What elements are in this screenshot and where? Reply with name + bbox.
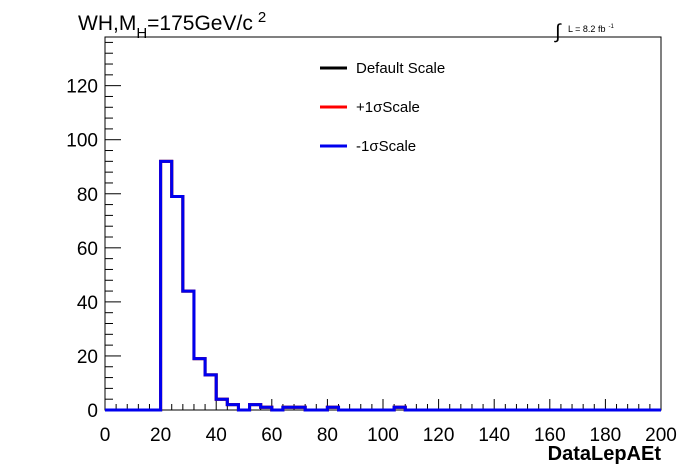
luminosity-superscript: -1 <box>608 24 614 30</box>
y-tick-label: 60 <box>77 239 98 260</box>
y-axis-tick-labels: 0 20 40 60 80 100 120 <box>66 77 98 422</box>
x-axis-tick-labels: 0 20 40 60 80 100 120 140 160 180 200 <box>100 425 677 446</box>
series-group <box>105 159 661 412</box>
luminosity-text: L = 8.2 fb <box>568 24 605 34</box>
x-tick-label: 80 <box>317 425 338 446</box>
integral-symbol: ∫ <box>554 21 562 43</box>
y-tick-label: 100 <box>66 131 98 152</box>
x-tick-label: 160 <box>534 425 566 446</box>
x-tick-label: 100 <box>367 425 399 446</box>
x-tick-label: 0 <box>100 425 111 446</box>
y-axis-ticks <box>105 41 121 411</box>
y-tick-label: 40 <box>77 293 98 314</box>
luminosity-annotation: L = 8.2 fb -1 <box>568 24 614 34</box>
x-axis-label: DataLepAEt <box>548 443 662 465</box>
x-tick-label: 20 <box>150 425 171 446</box>
x-tick-label: 200 <box>645 425 677 446</box>
y-tick-label: 120 <box>66 77 98 98</box>
legend-label-2: +1σScale <box>356 99 420 116</box>
x-tick-label: 180 <box>590 425 622 446</box>
y-tick-label: 80 <box>77 185 98 206</box>
y-tick-label: 20 <box>77 347 98 368</box>
title-superscript: 2 <box>258 9 266 26</box>
x-tick-label: 60 <box>261 425 282 446</box>
title-rest: =175GeV/c <box>147 12 253 35</box>
y-tick-label: 0 <box>87 401 98 422</box>
x-tick-label: 40 <box>206 425 227 446</box>
title-main: WH,M <box>78 12 136 35</box>
chart-title: WH,MH=175GeV/c 2 <box>78 9 266 42</box>
legend-label-3: -1σScale <box>356 138 416 155</box>
series-line-3 <box>105 159 661 412</box>
title-subscript: H <box>136 25 147 42</box>
legend: Default Scale +1σScale -1σScale <box>320 60 445 155</box>
legend-label-1: Default Scale <box>356 60 445 77</box>
x-tick-label: 120 <box>423 425 455 446</box>
x-tick-label: 140 <box>478 425 510 446</box>
